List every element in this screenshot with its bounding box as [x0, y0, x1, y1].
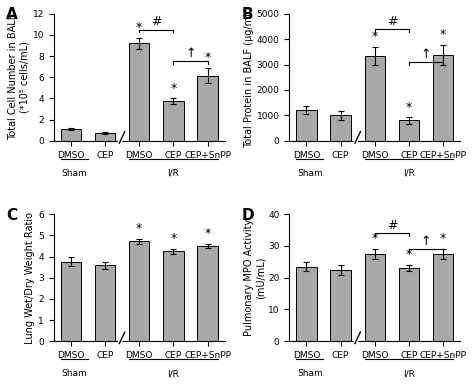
Text: C: C [6, 208, 17, 223]
Text: *: * [406, 248, 412, 261]
Bar [433, 55, 454, 141]
Bar [129, 241, 149, 341]
Text: I/R: I/R [403, 369, 415, 378]
Bar [95, 133, 115, 141]
Bar [365, 56, 385, 141]
Text: *: * [136, 222, 142, 235]
Text: I/R: I/R [403, 169, 415, 178]
Bar [433, 254, 454, 341]
Y-axis label: Pulmonary MPO Activity
(mU/mL): Pulmonary MPO Activity (mU/mL) [244, 219, 265, 336]
Text: Sham: Sham [61, 169, 87, 178]
Text: I/R: I/R [167, 169, 179, 178]
Bar [296, 110, 317, 141]
Text: #: # [151, 15, 162, 28]
Bar [61, 129, 81, 141]
Text: ↑: ↑ [185, 47, 196, 60]
Text: Sham: Sham [297, 369, 323, 378]
Text: #: # [387, 219, 397, 232]
Text: *: * [372, 30, 378, 43]
Y-axis label: Total Cell Number in BALF
(*10⁵ cells/mL): Total Cell Number in BALF (*10⁵ cells/mL… [8, 14, 30, 140]
Text: ↑: ↑ [421, 48, 431, 61]
Bar [399, 120, 419, 141]
Text: Sham: Sham [297, 169, 323, 178]
Bar [365, 254, 385, 341]
Bar [330, 115, 351, 141]
Text: Sham: Sham [61, 369, 87, 378]
Bar [129, 43, 149, 141]
Bar [197, 76, 218, 141]
Bar [296, 267, 317, 341]
Bar [330, 270, 351, 341]
Y-axis label: Total Protein in BALF (μg/mL): Total Protein in BALF (μg/mL) [244, 7, 254, 148]
Text: #: # [387, 15, 397, 28]
Text: D: D [241, 208, 254, 223]
Bar [163, 101, 183, 141]
Bar [163, 251, 183, 341]
Text: *: * [170, 82, 176, 95]
Text: *: * [204, 228, 210, 240]
Text: *: * [136, 21, 142, 34]
Text: A: A [6, 7, 18, 22]
Text: *: * [440, 232, 447, 245]
Text: *: * [406, 101, 412, 114]
Text: *: * [440, 28, 447, 41]
Text: *: * [372, 232, 378, 245]
Text: *: * [204, 51, 210, 65]
Bar [197, 247, 218, 341]
Text: *: * [170, 232, 176, 245]
Text: ↑: ↑ [421, 235, 431, 248]
Y-axis label: Lung Wet/Dry Weight Ratio: Lung Wet/Dry Weight Ratio [26, 212, 36, 344]
Bar [61, 262, 81, 341]
Text: I/R: I/R [167, 369, 179, 378]
Bar [399, 268, 419, 341]
Bar [95, 265, 115, 341]
Text: B: B [241, 7, 253, 22]
